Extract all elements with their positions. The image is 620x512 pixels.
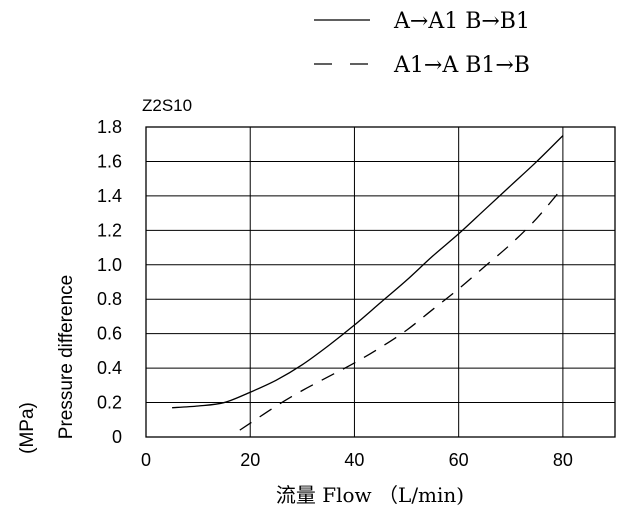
x-tick-label: 0 bbox=[141, 450, 151, 470]
legend: A→A1 B→B1 A1→A B1→B bbox=[314, 9, 530, 78]
y-axis-label: Pressure difference bbox=[56, 275, 77, 439]
y-tick-label: 1.4 bbox=[97, 186, 122, 206]
grid bbox=[146, 127, 615, 437]
x-tick-label: 20 bbox=[240, 450, 260, 470]
x-tick-label: 60 bbox=[449, 450, 469, 470]
x-axis-label: 流量 Flow （L/min) bbox=[276, 483, 464, 507]
plot-frame bbox=[145, 126, 616, 438]
x-tick-label: 40 bbox=[344, 450, 364, 470]
x-tick-label: 80 bbox=[553, 450, 573, 470]
y-tick-label: 1.8 bbox=[97, 117, 122, 137]
y-tick-label: 1.2 bbox=[97, 220, 122, 240]
y-tick-label: 1.6 bbox=[97, 151, 122, 171]
series-line-2 bbox=[239, 186, 564, 431]
y-tick-label: 0.2 bbox=[97, 393, 122, 413]
y-tick-label: 0.6 bbox=[97, 324, 122, 344]
y-axis-unit: (MPa) bbox=[17, 402, 38, 454]
legend-label-2: A1→A B1→B bbox=[393, 53, 530, 78]
chart-title: Z2S10 bbox=[142, 96, 192, 115]
y-tick-label: 0 bbox=[112, 427, 122, 447]
y-tick-label: 1.0 bbox=[97, 255, 122, 275]
series-line-1 bbox=[172, 135, 564, 409]
x-tick-labels: 0 20 40 60 80 bbox=[141, 450, 573, 470]
series-layer bbox=[172, 135, 564, 431]
y-tick-labels: 0 0.2 0.4 0.6 0.8 1.0 1.2 1.4 1.6 1.8 bbox=[97, 117, 122, 447]
legend-label-1: A→A1 B→B1 bbox=[393, 9, 530, 34]
y-tick-label: 0.8 bbox=[97, 289, 122, 309]
y-tick-label: 0.4 bbox=[97, 358, 122, 378]
